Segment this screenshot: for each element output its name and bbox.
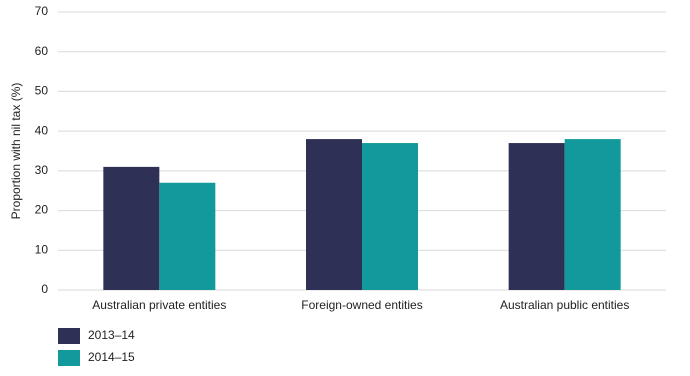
legend-label: 2013–14 xyxy=(88,328,135,342)
legend-swatch xyxy=(58,328,80,344)
y-tick-label: 20 xyxy=(35,203,49,217)
y-tick-label: 50 xyxy=(35,84,49,98)
bar xyxy=(362,143,418,290)
y-axis-label: Proportion with nil tax (%) xyxy=(9,83,23,220)
y-tick-label: 30 xyxy=(35,163,49,177)
legend-swatch xyxy=(58,350,80,366)
bar xyxy=(564,139,621,290)
y-tick-label: 10 xyxy=(35,242,49,256)
legend-label: 2014–15 xyxy=(88,350,135,364)
bar xyxy=(103,166,160,290)
x-tick-label: Foreign-owned entities xyxy=(301,298,422,312)
y-tick-label: 70 xyxy=(35,4,49,18)
bar xyxy=(508,143,565,290)
bar xyxy=(159,182,216,290)
y-tick-label: 0 xyxy=(41,282,48,296)
x-tick-label: Australian public entities xyxy=(500,298,629,312)
y-tick-label: 60 xyxy=(35,44,49,58)
bar xyxy=(306,139,362,290)
y-tick-label: 40 xyxy=(35,123,49,137)
x-tick-label: Australian private entities xyxy=(92,298,226,312)
